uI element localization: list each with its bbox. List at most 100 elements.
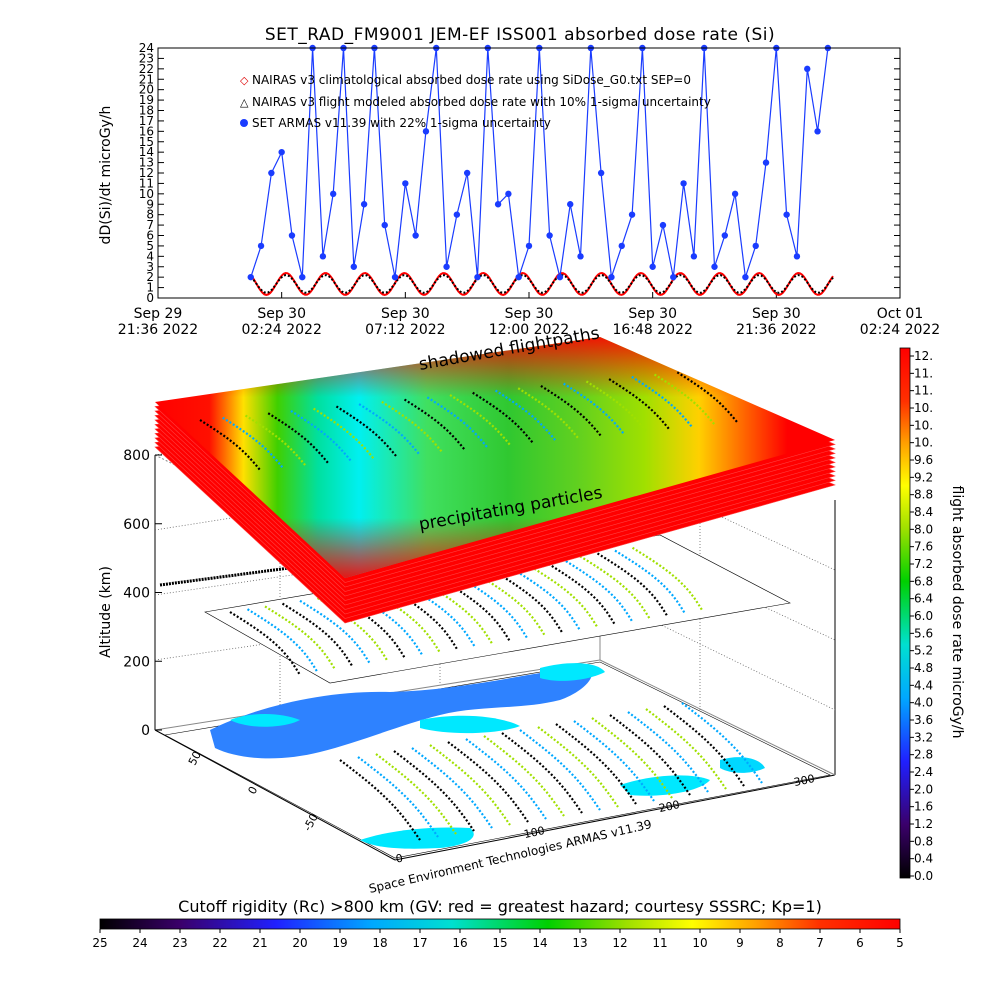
dose-colorbar-ticks: 0.0 0.4 0.8 1.2 1.6 2.0 2.4 2.8 3.2 3.6 4.0 4.4 4.8 5… <box>910 349 933 883</box>
y-tick-label: 5 <box>146 239 154 253</box>
armas-data-point <box>721 232 729 239</box>
ground-track <box>447 741 529 823</box>
rigidity-tick-label: 10 <box>692 936 707 950</box>
ground-track <box>501 732 583 814</box>
x-tick-label-date: Sep 30 <box>752 306 801 322</box>
dose-tick-label: 6.8 <box>914 574 933 588</box>
dose-tick-label: 9.2 <box>914 470 933 484</box>
rigidity-tick-label: 18 <box>372 936 387 950</box>
x-tick-label-time: 12:00 2022 <box>489 322 569 338</box>
dose-colorbar: 0.0 0.4 0.8 1.2 1.6 2.0 2.4 2.8 3.2 3.6 4.0 4.4 4.8 5… <box>899 347 965 883</box>
rigidity-colorbar-ticks: 25 24 23 22 21 20 19 18 17 16 15 14 13 12 11 10 9 8 7 6 5 <box>92 929 904 950</box>
landmass-south-a <box>360 827 474 849</box>
y-tick-label: 23 <box>139 51 154 65</box>
armas-data-point <box>690 253 698 260</box>
y-tick-label: 16 <box>139 124 154 138</box>
legend: ◇ NAIRAS v3 climatological absorbed dose… <box>240 73 711 130</box>
series-armas <box>247 44 832 281</box>
ground-track <box>483 735 565 817</box>
rigidity-tick-label: 23 <box>172 936 187 950</box>
rigidity-tick-label: 11 <box>652 936 667 950</box>
ground-track <box>519 729 601 811</box>
rigidity-tick-label: 7 <box>816 936 824 950</box>
y-tick-label: 17 <box>139 114 154 128</box>
x-tick-label-date: Sep 30 <box>505 306 554 322</box>
x-tick-label-date: Sep 30 <box>381 306 430 322</box>
y-tick-label: 3 <box>146 260 154 274</box>
ground-track <box>411 747 493 829</box>
latitude-tick-label: 50 <box>186 749 204 767</box>
armas-data-point <box>556 273 564 281</box>
armas-data-point <box>402 180 409 187</box>
rigidity-tick-label: 6 <box>856 936 864 950</box>
rigidity-sheet: shadowed flightpaths precipitating parti… <box>154 323 836 624</box>
rigidity-tick-label: 8 <box>776 936 784 950</box>
z-tick-label: 600 <box>123 517 150 533</box>
dose-tick-label: 2.4 <box>914 765 933 779</box>
y-tick-label: 19 <box>139 93 154 107</box>
dose-tick-label: 12. <box>914 349 933 363</box>
armas-data-point <box>329 190 337 198</box>
landmass-east <box>540 663 605 681</box>
landmass-north <box>210 665 593 759</box>
ground-flight-tracks <box>339 702 763 841</box>
armas-data-point <box>360 201 368 208</box>
y-tick-label: 20 <box>139 83 154 97</box>
rigidity-tick-label: 14 <box>532 936 547 950</box>
dose-tick-label: 1.2 <box>914 817 933 831</box>
ground-track <box>627 711 709 793</box>
armas-data-point <box>567 201 574 208</box>
dose-tick-label: 0.4 <box>914 852 933 866</box>
x-tick-label-date: Oct 01 <box>877 306 923 322</box>
rigidity-tick-label: 15 <box>492 936 507 950</box>
ground-track <box>663 705 745 787</box>
y-tick-label: 11 <box>139 176 154 190</box>
x-tick-label-date: Sep 29 <box>134 306 183 322</box>
armas-data-point <box>711 263 718 270</box>
timeseries-panel: SET_RAD_FM9001 JEM-EF ISS001 absorbed do… <box>98 25 940 338</box>
y-tick-label: 18 <box>139 104 154 118</box>
y-tick-label: 13 <box>139 156 154 170</box>
y-tick-label: 7 <box>146 218 154 232</box>
ground-track <box>339 759 421 841</box>
dose-tick-label: 5.2 <box>914 644 933 658</box>
armas-data-point <box>525 242 533 250</box>
armas-data-point <box>618 242 625 250</box>
ground-track <box>375 753 457 835</box>
x-tick-label-time: 16:48 2022 <box>612 322 692 338</box>
z-tick-labels: 0 200 400 600 800 <box>123 448 162 739</box>
x-tick-label-time: 21:36 2022 <box>118 322 198 338</box>
armas-data-point <box>628 211 636 218</box>
y-tick-label: 21 <box>139 72 154 86</box>
rigidity-tick-label: 20 <box>292 936 307 950</box>
ground-track <box>591 717 673 799</box>
rigidity-tick-label: 17 <box>412 936 427 950</box>
landmass-cyan-a <box>230 714 300 727</box>
dose-tick-label: 6.4 <box>914 592 933 606</box>
armas-data-point <box>505 190 512 198</box>
longitude-tick-label: 100 <box>523 824 546 841</box>
ground-track <box>429 744 511 826</box>
legend-item-1: NAIRAS v3 climatological absorbed dose r… <box>252 73 691 87</box>
armas-data-point <box>381 221 388 229</box>
dose-tick-label: 5.6 <box>914 626 933 640</box>
y-tick-label: 6 <box>146 229 154 243</box>
rigidity-colorbar-label: Cutoff rigidity (Rc) >800 km (GV: red = … <box>178 897 822 916</box>
longitude-tick-label: 200 <box>658 798 681 815</box>
dose-tick-label: 7.2 <box>914 557 933 571</box>
armas-data-point <box>268 169 275 177</box>
x-tick-label-time: 07:12 2022 <box>365 322 445 338</box>
landmass-cyan-b <box>420 715 520 734</box>
chart-title: SET_RAD_FM9001 JEM-EF ISS001 absorbed do… <box>265 25 775 45</box>
series-nairas-flight <box>250 274 834 294</box>
z-tick-label: 200 <box>123 654 150 670</box>
armas-data-point <box>494 201 502 208</box>
armas-data-point <box>608 273 615 281</box>
dose-tick-label: 0.0 <box>914 869 933 883</box>
ground-track <box>609 714 691 796</box>
plot-frame <box>157 47 901 299</box>
y-gridlines <box>158 47 900 299</box>
x-tick-label-time: 02:24 2022 <box>860 322 940 338</box>
rigidity-tick-label: 9 <box>736 936 744 950</box>
